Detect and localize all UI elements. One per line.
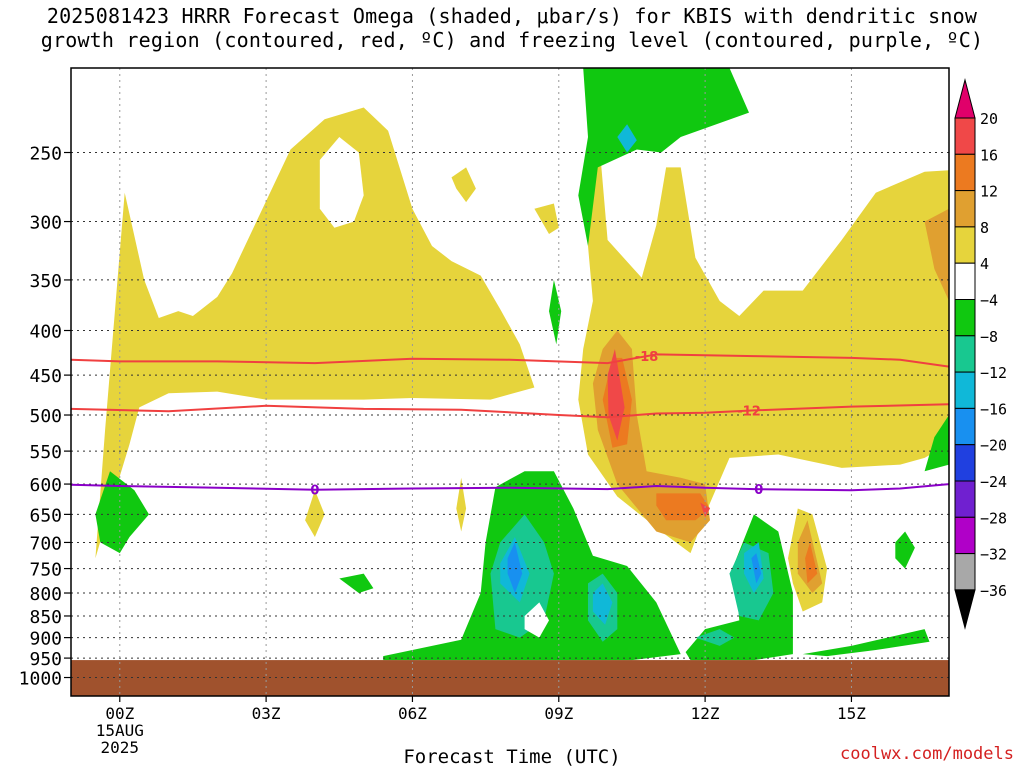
colorbar-arrow-top: [954, 78, 976, 119]
x-tick-sublabel: 15AUG: [96, 721, 144, 740]
omega-region-2: [451, 167, 476, 203]
omega-region-30: [592, 583, 613, 625]
omega-shading: [95, 68, 949, 661]
temperature-contours: -18 -12 0 0: [71, 350, 949, 499]
x-tick-sublabel: 2025: [101, 738, 140, 757]
colorbar-bin-2: [954, 153, 976, 192]
y-tick-label-300: 300: [29, 213, 62, 234]
colorbar-bin-13: [954, 553, 976, 591]
omega-region-18: [549, 279, 562, 345]
colorbar-bin-12: [954, 516, 976, 555]
y-tick-label-750: 750: [29, 560, 62, 581]
colorbar-label: 4: [980, 255, 989, 273]
contour-label--18: -18: [635, 350, 659, 365]
colorbar-label: −16: [980, 400, 1007, 418]
x-axis-label: Forecast Time (UTC): [403, 746, 621, 768]
omega-region-1: [578, 68, 949, 554]
colorbar-bin-6: [954, 299, 976, 337]
omega-region-15: [700, 502, 710, 518]
colorbar-bin-7: [954, 335, 976, 373]
contour-label-0: 0: [754, 483, 763, 498]
omega-region-12: [656, 493, 710, 521]
contour--18: [71, 353, 949, 368]
colorbar-bin-9: [954, 407, 976, 446]
y-tick-label-800: 800: [29, 584, 62, 605]
colorbar-label: 16: [980, 146, 998, 164]
omega-region-35: [524, 602, 549, 638]
colorbar-bin-1: [954, 117, 976, 155]
colorbar-bin-11: [954, 480, 976, 518]
omega-region-13: [805, 542, 818, 584]
chart-title-line-1: 2025081423 HRRR Forecast Omega (shaded, …: [46, 4, 978, 28]
y-tick-label-850: 850: [29, 607, 62, 628]
y-tick-label-450: 450: [29, 366, 62, 387]
contour-label-0: 0: [310, 484, 319, 499]
x-tick-label-03Z: 03Z: [252, 704, 281, 723]
colorbar-label: −8: [980, 328, 998, 346]
contour-label--12: -12: [737, 405, 761, 420]
colorbar-label: −4: [980, 292, 998, 310]
colorbar-label: 12: [980, 183, 998, 201]
contour--12: [71, 403, 949, 419]
y-tick-label-550: 550: [29, 442, 62, 463]
plot-frame: [70, 67, 950, 697]
y-tick-label-250: 250: [29, 144, 62, 165]
y-tick-label-400: 400: [29, 322, 62, 343]
x-tick-label-06Z: 06Z: [398, 704, 427, 723]
contour-0: [71, 483, 949, 492]
grid-lines: [71, 68, 949, 696]
x-tick-label-15Z: 15Z: [837, 704, 866, 723]
colorbar-bin-5: [954, 262, 976, 301]
omega-region-24: [339, 573, 374, 593]
omega-region-23: [924, 415, 949, 472]
omega-region-7: [319, 137, 364, 228]
omega-region-17: [95, 471, 149, 554]
x-tick-label-12Z: 12Z: [691, 704, 720, 723]
y-tick-label-950: 950: [29, 649, 62, 670]
pressure-axis: 2503003504004505005506006507007508008509…: [19, 144, 71, 690]
colorbar-bin-10: [954, 444, 976, 482]
y-tick-label-900: 900: [29, 629, 62, 650]
colorbar-label: −20: [980, 437, 1007, 455]
colorbar-bin-4: [954, 226, 976, 264]
y-tick-label-350: 350: [29, 271, 62, 292]
omega-region-3: [534, 203, 559, 234]
colorbar-label: 20: [980, 110, 998, 128]
colorbar-label: −12: [980, 364, 1007, 382]
colorbar-label: −36: [980, 582, 1007, 600]
colorbar-bin-8: [954, 371, 976, 409]
x-tick-label-09Z: 09Z: [544, 704, 573, 723]
omega-region-5: [456, 477, 467, 532]
colorbar-label: −24: [980, 473, 1007, 491]
terrain-fill: [71, 660, 949, 696]
credit-link[interactable]: coolwx.com/models: [840, 744, 1014, 764]
omega-region-32: [617, 124, 637, 153]
omega-region-33: [507, 542, 523, 593]
omega-region-22: [895, 531, 915, 569]
omega-region-16: [578, 68, 749, 246]
colorbar-arrow-bottom: [954, 589, 976, 630]
chart-title-line-2: growth region (contoured, red, ºC) and f…: [40, 28, 984, 52]
y-tick-label-700: 700: [29, 533, 62, 554]
omega-region-0: [95, 107, 535, 559]
y-tick-label-1000: 1000: [19, 669, 62, 690]
x-tick-label-00Z: 00Z: [105, 704, 134, 723]
y-tick-label-600: 600: [29, 475, 62, 496]
omega-region-4: [305, 490, 325, 537]
omega-region-21: [802, 629, 930, 657]
y-tick-label-500: 500: [29, 406, 62, 427]
colorbar: 20 16 12 8 4 −4 −8 −12 −16 −20 −24 −28 −32 −36: [954, 78, 1007, 630]
terrain-rect: [71, 660, 949, 696]
colorbar-bin-3: [954, 190, 976, 228]
chart-title: 2025081423 HRRR Forecast Omega (shaded, …: [0, 4, 1024, 52]
colorbar-label: −28: [980, 509, 1007, 527]
omega-region-10: [924, 208, 949, 301]
colorbar-label: −32: [980, 546, 1007, 564]
colorbar-label: 8: [980, 219, 989, 237]
y-tick-label-650: 650: [29, 505, 62, 526]
